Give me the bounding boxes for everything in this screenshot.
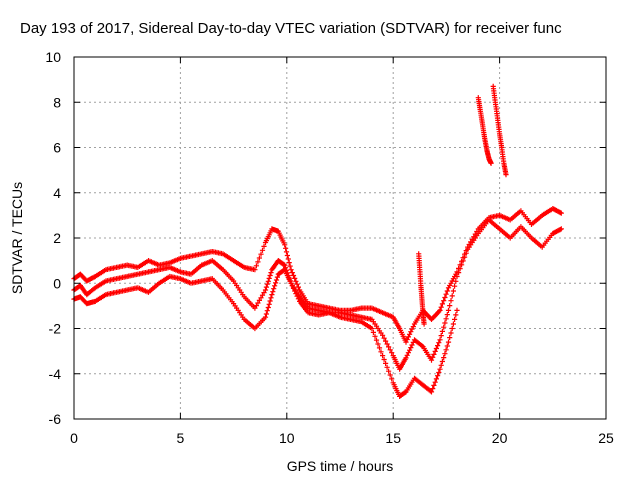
series-spike-3	[416, 251, 427, 327]
y-tick-label: 0	[53, 275, 61, 291]
x-tick-label: 10	[279, 430, 295, 446]
x-axis-label: GPS time / hours	[287, 458, 394, 474]
chart-title: Day 193 of 2017, Sidereal Day-to-day VTE…	[20, 20, 562, 37]
tick-layer: 0 5 10 15 20 25 -6 -4 -2 0 2 4 6 8 10	[45, 49, 614, 446]
series-track-1	[71, 206, 564, 345]
y-tick-label: 10	[45, 49, 61, 65]
data-markers	[475, 95, 494, 166]
y-tick-label: 2	[53, 230, 61, 246]
series-spike-1	[475, 95, 494, 166]
y-tick-label: -2	[49, 321, 62, 337]
y-tick-label: -4	[49, 366, 62, 382]
y-tick-label: 6	[53, 140, 61, 156]
series-spike-2	[490, 83, 509, 178]
data-markers	[71, 206, 564, 345]
data-markers	[416, 251, 427, 327]
data-layer	[71, 83, 564, 399]
y-tick-label: -6	[49, 411, 62, 427]
data-markers	[71, 217, 564, 372]
y-tick-label: 4	[53, 185, 61, 201]
x-tick-label: 25	[598, 430, 614, 446]
series-track-2	[71, 217, 564, 372]
x-tick-label: 0	[70, 430, 78, 446]
data-markers	[490, 83, 509, 178]
y-axis-label: SDTVAR / TECUs	[9, 182, 25, 294]
x-tick-label: 20	[492, 430, 508, 446]
x-tick-label: 15	[385, 430, 401, 446]
grid-layer	[74, 57, 606, 419]
x-tick-label: 5	[177, 430, 185, 446]
y-tick-label: 8	[53, 94, 61, 110]
